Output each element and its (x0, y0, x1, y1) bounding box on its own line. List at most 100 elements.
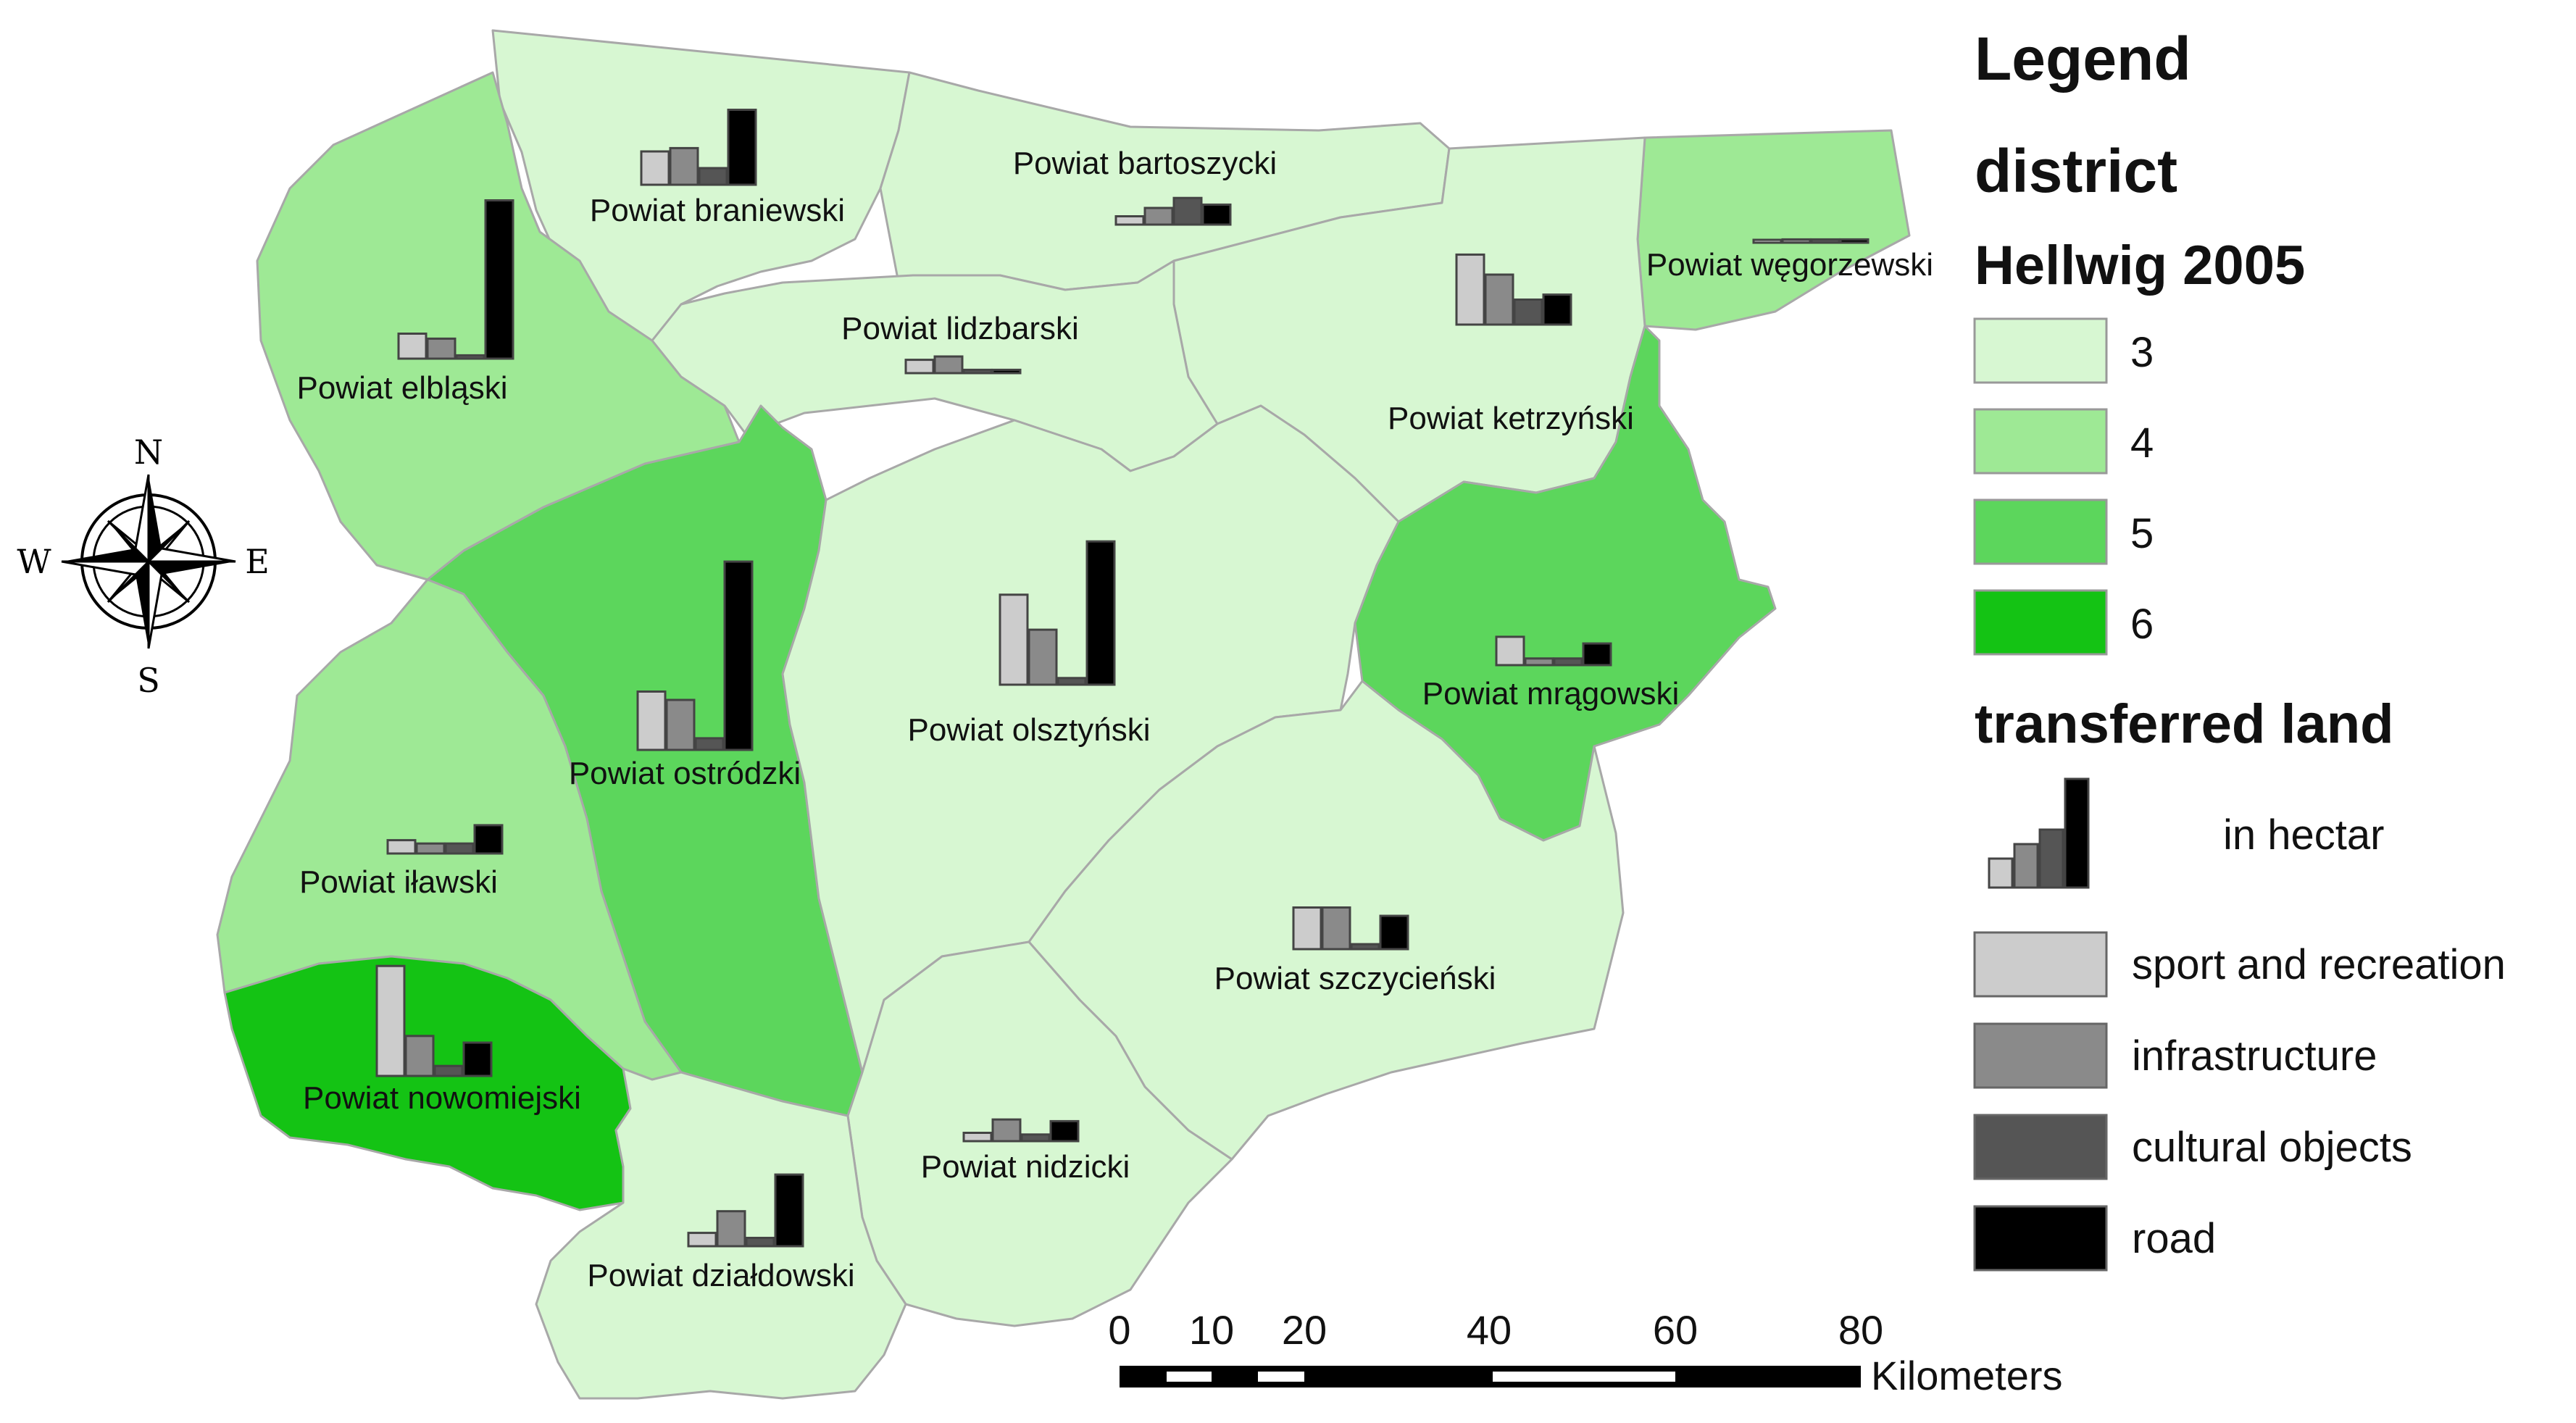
legend-hellwig-title: Hellwig 2005 (1975, 235, 2305, 296)
bar-chart-nowomiejski (375, 964, 493, 1077)
legend-bar-chart-icon (1988, 777, 2090, 889)
bar-wegorzewski-2 (1810, 238, 1841, 244)
bar-wegorzewski-1 (1781, 238, 1812, 244)
legend-class-swatch-4 (1973, 408, 2108, 475)
legend-category-swatch-1 (1973, 1022, 2108, 1089)
bar-szczycienski-0 (1292, 906, 1322, 951)
bar-dzialdowski-0 (687, 1232, 717, 1248)
label-ilawski: Powiat iławski (299, 864, 498, 900)
bar-mragowski-2 (1553, 657, 1583, 667)
scale-unit: Kilometers (1871, 1353, 2063, 1398)
label-braniewski: Powiat braniewski (590, 193, 845, 228)
compass-cardinal-points-icon (61, 474, 236, 649)
bar-bartoszycki-0 (1114, 215, 1145, 226)
bar-chart-szczycienski (1292, 906, 1409, 951)
bar-lidzbarski-0 (904, 359, 935, 375)
bar-szczycienski-2 (1350, 943, 1380, 951)
legend-class-label-5: 5 (2130, 510, 2154, 557)
bar-braniewski-0 (640, 150, 670, 186)
legend-class-swatch-3 (1973, 317, 2108, 384)
bar-nidzicki-3 (1049, 1119, 1080, 1143)
label-bartoszycki: Powiat bartoszycki (1013, 146, 1277, 181)
bar-dzialdowski-2 (745, 1237, 775, 1248)
bar-olsztynski-3 (1085, 540, 1116, 686)
legend: Legend district Hellwig 2005 3 4 5 6 transf… (1973, 25, 2506, 1272)
scale-tick-60: 60 (1653, 1307, 1698, 1353)
legend-category-label-1: infrastructure (2132, 1032, 2377, 1080)
bar-braniewski-1 (669, 146, 699, 186)
bar-nowomiejski-3 (462, 1041, 493, 1077)
scale-tick-10: 10 (1189, 1307, 1234, 1353)
bar-nidzicki-2 (1020, 1133, 1051, 1143)
bar-ilawski-3 (473, 824, 504, 855)
bar-chart-olsztynski (999, 540, 1116, 686)
bar-dzialdowski-1 (716, 1210, 746, 1248)
bar-ostrodzki-0 (636, 690, 667, 751)
legend-title: Legend (1975, 25, 2191, 93)
bar-chart-bartoszycki (1114, 196, 1232, 226)
scale-tick-0: 0 (1108, 1307, 1130, 1353)
label-szczycienski: Powiat szczycieński (1214, 961, 1496, 996)
bar-ketrzynski-3 (1542, 293, 1572, 326)
compass-e: E (245, 542, 270, 581)
label-nidzicki: Powiat nidzicki (921, 1149, 1130, 1185)
bar-elblaski-3 (484, 199, 514, 360)
bar-szczycienski-3 (1379, 914, 1409, 951)
bar-ketrzynski-2 (1513, 299, 1543, 326)
bar-ilawski-0 (386, 839, 417, 855)
label-elblaski: Powiat elbląski (296, 370, 507, 406)
bar-wegorzewski-0 (1752, 238, 1783, 244)
label-wegorzewski: Powiat węgorzewski (1646, 247, 1933, 283)
legend-category-label-3: road (2132, 1215, 2216, 1262)
bar-nowomiejski-2 (433, 1064, 464, 1077)
bar-chart-elblaski (397, 199, 514, 360)
bar-lidzbarski-1 (933, 355, 964, 375)
compass-rose: N S E W (17, 433, 269, 700)
bar-ostrodzki-1 (665, 698, 696, 751)
scale-tick-40: 40 (1467, 1307, 1512, 1353)
bar-ilawski-1 (415, 842, 446, 855)
label-ostrodzki: Powiat ostródzki (569, 756, 801, 791)
legend-unit-label: in hectar (2223, 811, 2384, 859)
bar-mragowski-3 (1582, 642, 1612, 667)
label-lidzbarski: Powiat lidzbarski (841, 311, 1079, 346)
label-olsztynski: Powiat olsztyński (907, 712, 1150, 748)
bar-chart-ketrzynski (1455, 253, 1572, 326)
bar-braniewski-3 (727, 109, 757, 186)
bar-chart-nidzicki (962, 1118, 1080, 1143)
bar-mragowski-0 (1495, 635, 1525, 667)
bar-wegorzewski-3 (1839, 238, 1870, 244)
bar-nidzicki-0 (962, 1132, 993, 1143)
bar-nidzicki-1 (991, 1118, 1022, 1143)
scale-bar: 0 10 20 40 60 80 Kilometers (1108, 1307, 2062, 1398)
bar-chart-dzialdowski (687, 1173, 804, 1248)
bar-elblaski-1 (426, 337, 457, 360)
bar-ketrzynski-1 (1484, 273, 1514, 326)
legend-district-title: district (1975, 137, 2177, 205)
bar-elblaski-0 (397, 333, 428, 360)
bar-chart-wegorzewski (1752, 238, 1870, 244)
bar-bartoszycki-3 (1201, 203, 1232, 226)
bar-lidzbarski-2 (962, 368, 993, 375)
bar-nowomiejski-1 (404, 1035, 435, 1077)
legend-category-swatch-2 (1973, 1114, 2108, 1180)
district-wegorzewski[interactable] (1636, 129, 1911, 331)
bar-lidzbarski-3 (991, 368, 1022, 375)
bar-chart-ilawski (386, 824, 504, 855)
legend-class-label-3: 3 (2130, 329, 2154, 376)
bar-ostrodzki-2 (694, 737, 725, 751)
bar-olsztynski-0 (999, 593, 1029, 686)
legend-class-label-4: 4 (2130, 420, 2154, 467)
bar-chart-lidzbarski (904, 355, 1022, 375)
compass-w: W (17, 542, 51, 581)
bar-mragowski-1 (1524, 657, 1554, 667)
bar-elblaski-2 (455, 354, 485, 360)
legend-category-swatch-0 (1973, 931, 2108, 998)
bar-chart-ostrodzki (636, 560, 754, 751)
bar-ilawski-2 (444, 842, 475, 855)
legend-category-swatch-3 (1973, 1205, 2108, 1272)
label-nowomiejski: Powiat nowomiejski (303, 1080, 581, 1116)
bar-dzialdowski-3 (774, 1173, 804, 1248)
bar-szczycienski-1 (1321, 906, 1351, 951)
